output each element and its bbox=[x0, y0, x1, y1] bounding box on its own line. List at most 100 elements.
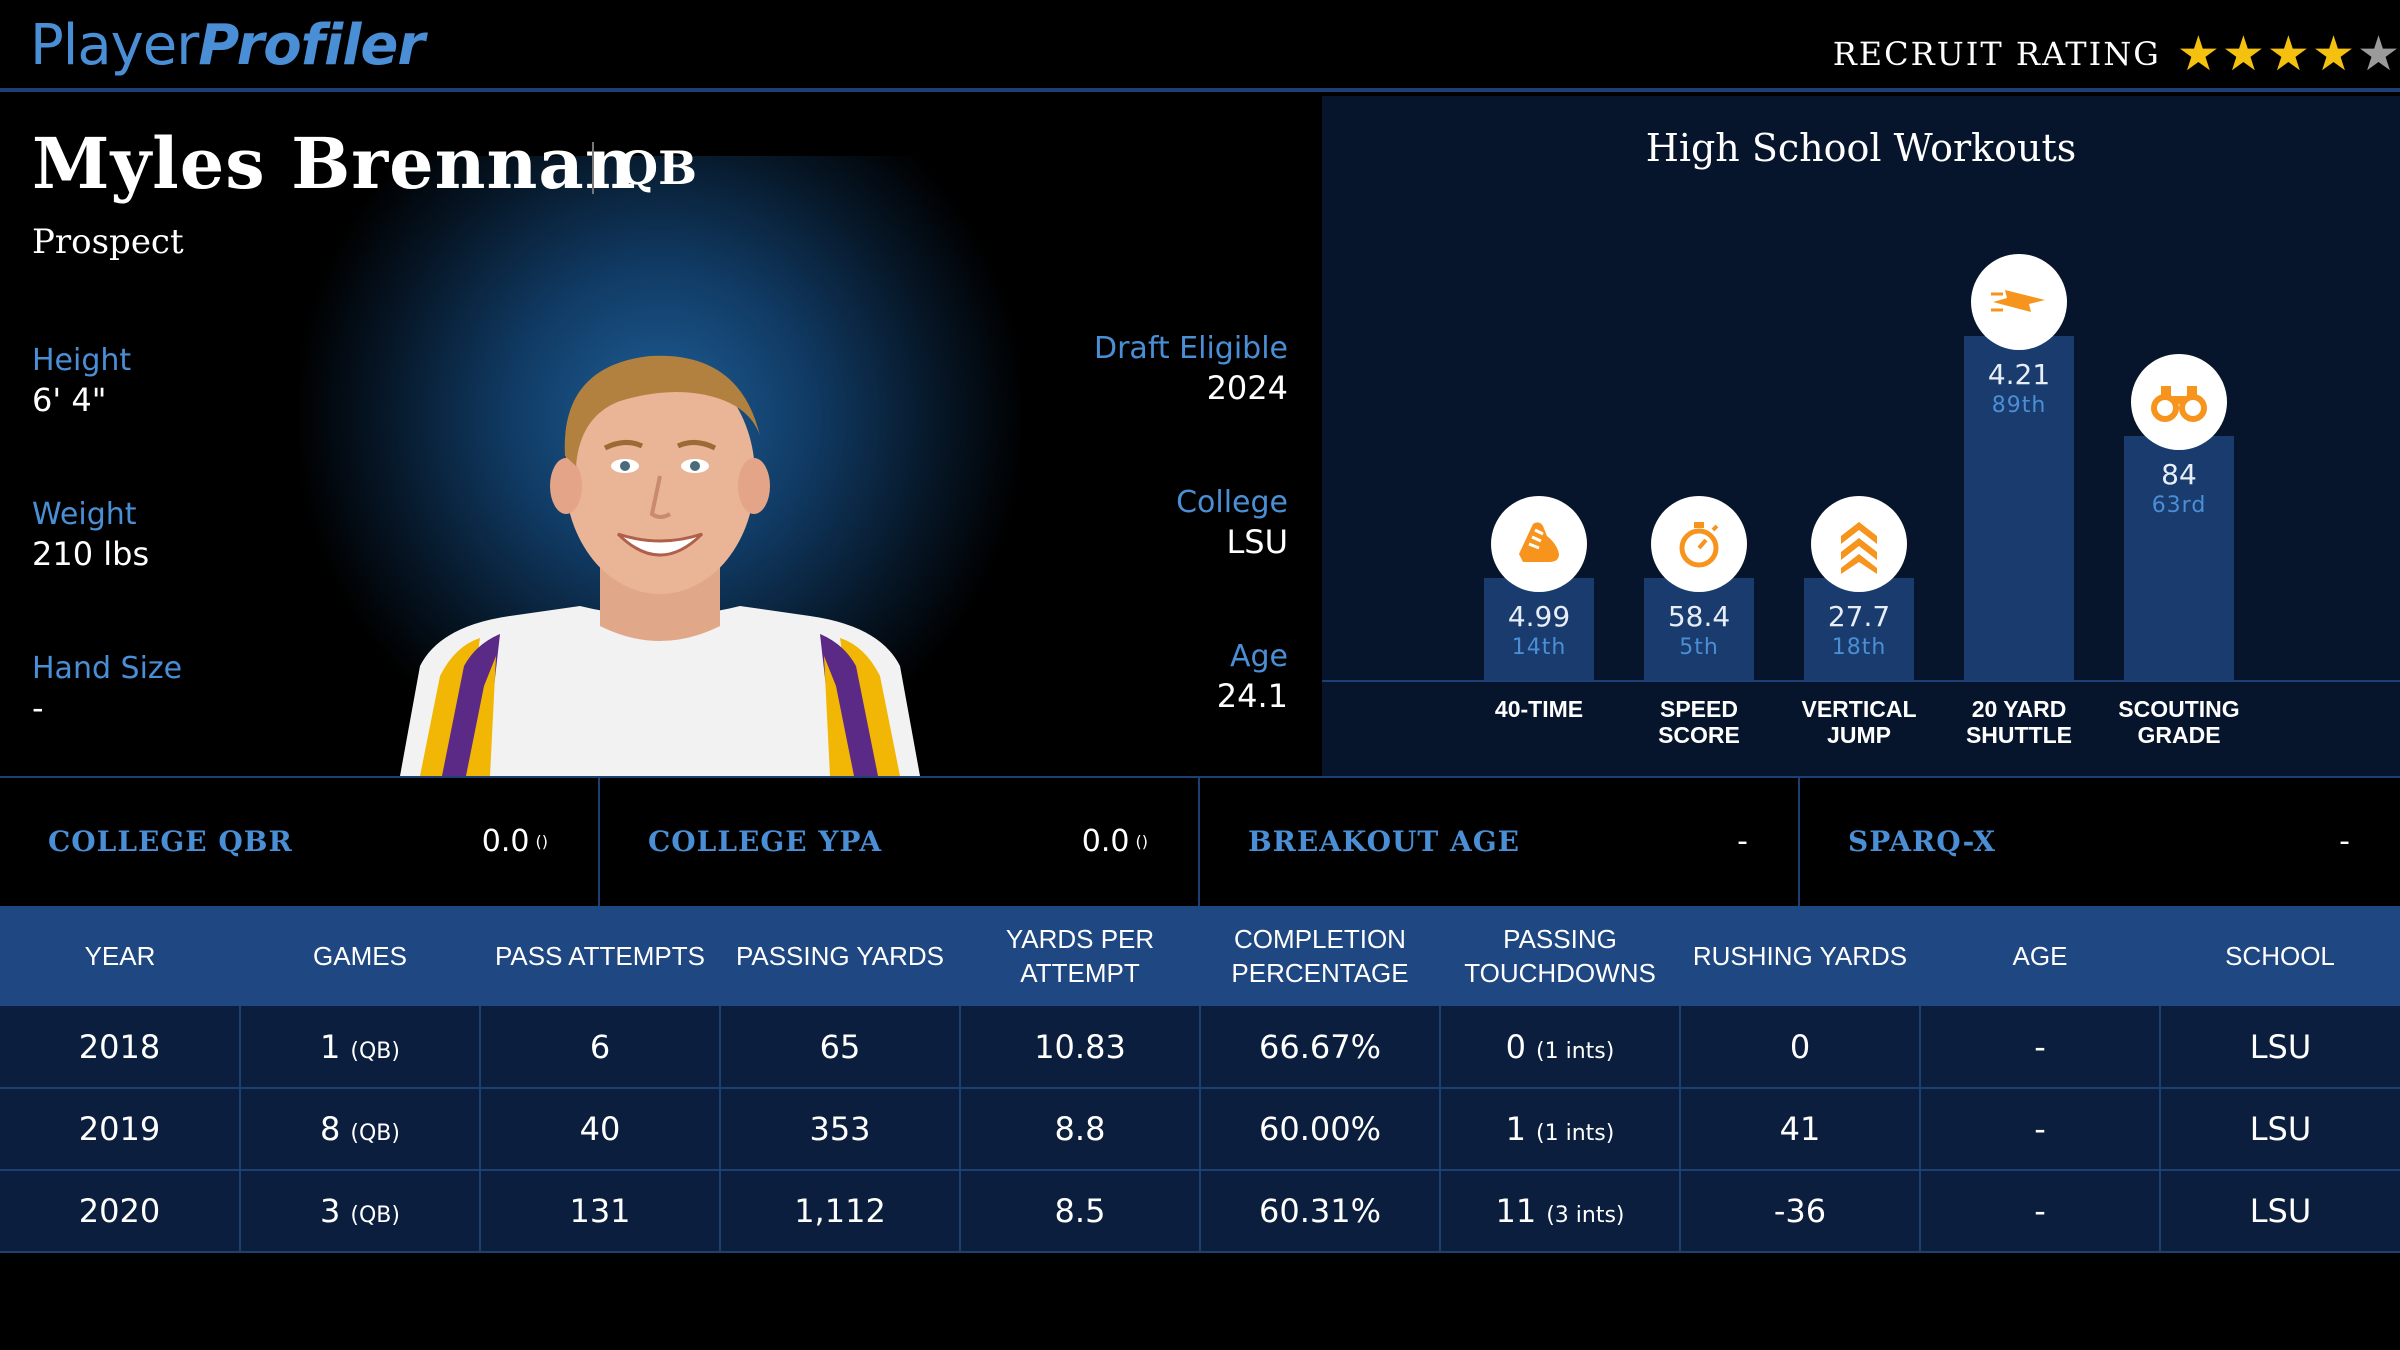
draft-eligible-label: Draft Eligible bbox=[1094, 331, 1288, 366]
workout-percentile: 63rd bbox=[2151, 493, 2207, 518]
games-note: (QB) bbox=[350, 1203, 400, 1228]
college-stat: College LSU bbox=[988, 484, 1288, 562]
column-header-year[interactable]: YEAR bbox=[0, 906, 240, 1006]
cell-rushing-yards: -36 bbox=[1680, 1170, 1921, 1253]
workout-label-20-yard-shuttle: 20 YARD SHUTTLE bbox=[1949, 696, 2089, 748]
draft-eligible-value: 2024 bbox=[1206, 369, 1288, 407]
cell-completion: 60.31% bbox=[1200, 1170, 1441, 1253]
age-value: 24.1 bbox=[1216, 677, 1288, 715]
games-value: 3 bbox=[320, 1192, 341, 1230]
workout-percentile: 5th bbox=[1679, 635, 1719, 660]
games-note: (QB) bbox=[350, 1038, 400, 1064]
weight-stat: Weight 210 lbs bbox=[32, 496, 332, 574]
metric-label: COLLEGE YPA bbox=[648, 825, 883, 858]
column-header-games[interactable]: GAMES bbox=[240, 906, 480, 1006]
advanced-metrics-strip: COLLEGE QBR 0.0 () COLLEGE YPA 0.0 () BREA… bbox=[0, 776, 2400, 906]
header-line: YARDS PER ATTEMPT bbox=[1005, 924, 1155, 988]
age-label: Age bbox=[1229, 639, 1288, 674]
workout-label-speed-score: SPEED SCORE bbox=[1629, 696, 1769, 748]
height-stat: Height 6' 4" bbox=[32, 342, 332, 420]
hand-size-stat: Hand Size - bbox=[32, 650, 332, 728]
cell-ypa: 8.5 bbox=[960, 1170, 1201, 1253]
workout-bar-vertical-jump[interactable]: 27.7 18th bbox=[1804, 578, 1914, 680]
header-line: PASS ATTEMPTS bbox=[495, 941, 705, 971]
player-photo bbox=[400, 355, 920, 776]
table-row: 2019 8 (QB) 40 353 8.8 60.00% 1 (1 ints) 4… bbox=[0, 1088, 2400, 1171]
header-line: RUSHING YARDS bbox=[1692, 941, 1908, 971]
column-header-yards-per-attempt[interactable]: YARDS PER ATTEMPT bbox=[960, 906, 1200, 1006]
workouts-title: High School Workouts bbox=[1645, 126, 2077, 170]
workout-bar-scouting-grade[interactable]: 84 63rd bbox=[2124, 436, 2234, 680]
logo-profiler-text: Profiler bbox=[198, 13, 425, 78]
cell-ypa: 8.8 bbox=[960, 1088, 1201, 1171]
player-profile-panel: Myles Brennan QB Prospect bbox=[0, 96, 1320, 776]
hand-size-label: Hand Size bbox=[32, 651, 183, 686]
cell-touchdowns: 1 (1 ints) bbox=[1440, 1088, 1681, 1171]
metric-sparq-x[interactable]: SPARQ-X - bbox=[1800, 778, 2400, 906]
draft-eligible-stat: Draft Eligible 2024 bbox=[988, 330, 1288, 408]
height-label: Height bbox=[32, 343, 132, 378]
workout-value: 58.4 bbox=[1667, 600, 1731, 633]
games-value: 8 bbox=[320, 1110, 341, 1148]
td-note: (1 ints) bbox=[1536, 1038, 1615, 1064]
playerprofiler-logo[interactable]: PlayerProfiler bbox=[30, 13, 425, 78]
workout-bar-40-time[interactable]: 4.99 14th bbox=[1484, 578, 1594, 680]
metric-label: COLLEGE QBR bbox=[48, 825, 293, 858]
games-value: 1 bbox=[320, 1027, 341, 1066]
cell-pass-attempts: 40 bbox=[480, 1088, 721, 1171]
cell-rushing-yards: 41 bbox=[1680, 1088, 1921, 1171]
metric-rank: () bbox=[1135, 832, 1148, 851]
header-line: YEAR bbox=[84, 941, 156, 971]
lightning-icon bbox=[1971, 254, 2067, 350]
column-header-passing-yards[interactable]: PASSING YARDS bbox=[720, 906, 960, 1006]
star-icon: ★ bbox=[2266, 26, 2310, 82]
workout-percentile: 89th bbox=[1991, 393, 2047, 418]
college-label: College bbox=[1176, 485, 1288, 520]
star-empty-icon: ★ bbox=[2356, 26, 2400, 82]
recruit-rating-label: RECRUIT RATING bbox=[1832, 35, 2161, 73]
cell-year: 2020 bbox=[0, 1170, 241, 1253]
column-header-rushing-yards[interactable]: RUSHING YARDS bbox=[1680, 906, 1920, 1006]
college-value: LSU bbox=[1226, 523, 1288, 561]
metric-college-ypa[interactable]: COLLEGE YPA 0.0 () bbox=[600, 778, 1200, 906]
metric-value: 0.0 () bbox=[482, 824, 548, 860]
player-name: Myles Brennan bbox=[32, 122, 637, 205]
workout-label-line: SHUTTLE bbox=[1965, 722, 2073, 748]
workout-percentile: 18th bbox=[1831, 635, 1887, 660]
age-stat: Age 24.1 bbox=[988, 638, 1288, 716]
cell-age: - bbox=[1920, 1088, 2161, 1171]
cell-passing-yards: 65 bbox=[720, 1006, 961, 1089]
metric-label: SPARQ-X bbox=[1848, 825, 1996, 858]
column-header-completion-percentage[interactable]: COMPLETION PERCENTAGE bbox=[1200, 906, 1440, 1006]
header-line: TOUCHDOWNS bbox=[1464, 958, 1656, 988]
table-row: 2018 1 (QB) 6 65 10.83 66.67% 0 (1 ints) 0… bbox=[0, 1006, 2400, 1089]
column-header-pass-attempts[interactable]: PASS ATTEMPTS bbox=[480, 906, 720, 1006]
header-line: PASSING YARDS bbox=[735, 941, 945, 971]
workouts-baseline bbox=[1322, 680, 2400, 682]
workout-value: 84 bbox=[2161, 458, 2197, 491]
workout-label-line: GRADE bbox=[2137, 722, 2221, 748]
metric-value-number: - bbox=[1737, 824, 1748, 859]
workout-bar-speed-score[interactable]: 58.4 5th bbox=[1644, 578, 1754, 680]
workout-label-line: SPEED bbox=[1660, 696, 1738, 722]
metric-breakout-age[interactable]: BREAKOUT AGE - bbox=[1200, 778, 1800, 906]
td-value: 11 bbox=[1495, 1192, 1537, 1230]
cell-age: - bbox=[1920, 1006, 2161, 1089]
player-status: Prospect bbox=[32, 222, 184, 262]
metric-college-qbr[interactable]: COLLEGE QBR 0.0 () bbox=[0, 778, 600, 906]
header-line: PASSING bbox=[1503, 924, 1617, 954]
metric-rank: () bbox=[535, 832, 548, 851]
cell-pass-attempts: 131 bbox=[480, 1170, 721, 1253]
column-header-age[interactable]: AGE bbox=[1920, 906, 2160, 1006]
metric-value-number: 0.0 bbox=[1081, 824, 1130, 859]
workout-label-scouting-grade: SCOUTING GRADE bbox=[2109, 696, 2249, 748]
cell-passing-yards: 1,112 bbox=[720, 1170, 961, 1253]
column-header-passing-touchdowns[interactable]: PASSING TOUCHDOWNS bbox=[1440, 906, 1680, 1006]
column-header-school[interactable]: SCHOOL bbox=[2160, 906, 2400, 1006]
cell-ypa: 10.83 bbox=[960, 1006, 1201, 1089]
cell-year: 2019 bbox=[0, 1088, 241, 1171]
hand-size-value: - bbox=[32, 689, 44, 727]
workout-bar-20-yard-shuttle[interactable]: 4.21 89th bbox=[1964, 336, 2074, 680]
metric-value-number: 0.0 bbox=[481, 824, 530, 859]
workout-label-vertical-jump: VERTICAL JUMP bbox=[1789, 696, 1929, 748]
